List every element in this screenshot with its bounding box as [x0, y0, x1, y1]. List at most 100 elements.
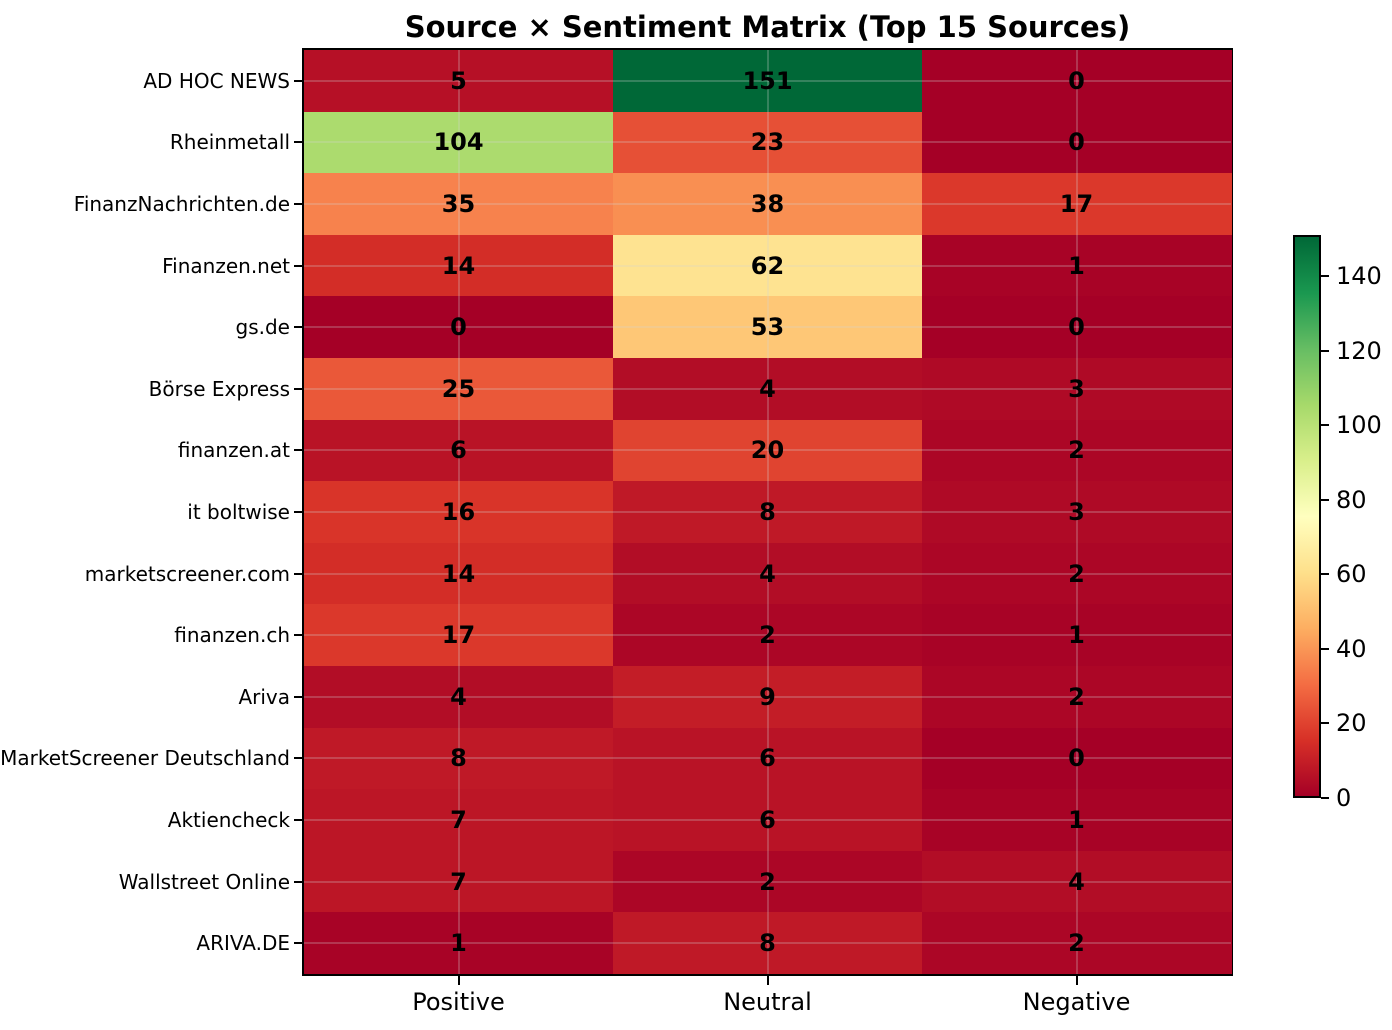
- y-tick-mark: [294, 634, 302, 637]
- heatmap-cell: [922, 111, 1232, 174]
- heatmap-cell: [613, 296, 923, 359]
- cell-value: 1: [1068, 806, 1085, 834]
- heatmap-cell: [613, 50, 923, 113]
- heatmap-cell: [922, 419, 1232, 482]
- cell-value: 53: [750, 313, 785, 342]
- cell-value: 6: [759, 744, 776, 773]
- y-tick-mark: [294, 79, 302, 82]
- colorbar-tick-mark: [1321, 573, 1329, 576]
- y-tick-mark: [294, 326, 302, 329]
- y-tick-mark: [294, 449, 302, 452]
- x-tick-mark: [457, 976, 460, 985]
- heatmap-cell: [304, 850, 614, 913]
- cell-value: 62: [750, 251, 785, 280]
- y-tick-label: finanzen.at: [177, 438, 290, 463]
- colorbar-tick-label: 0: [1336, 784, 1352, 812]
- gridline: [304, 942, 1231, 945]
- y-tick-label: ARIVA.DE: [196, 931, 290, 956]
- gridline: [304, 819, 1231, 821]
- heatmap-plot: 5 151 0 104 23 0 35 38 17 14 62 1 0 53 0 25 4 3 6 20 2 16 8 3 14…: [302, 48, 1233, 976]
- cell-value: 17: [441, 621, 476, 650]
- gridline: [457, 50, 460, 974]
- gridline: [1075, 50, 1078, 974]
- cell-value: 17: [1059, 190, 1094, 218]
- x-tick-mark: [766, 976, 769, 985]
- y-tick-mark: [294, 757, 302, 760]
- gridline: [304, 326, 1231, 329]
- heatmap-cell: [922, 789, 1232, 852]
- heatmap-cell: [613, 604, 923, 667]
- y-tick-mark: [294, 880, 302, 883]
- y-tick-mark: [294, 942, 302, 945]
- cell-value: 1: [450, 929, 467, 958]
- gridline: [304, 387, 1231, 390]
- heatmap-cells: 5 151 0 104 23 0 35 38 17 14 62 1 0 53 0 25 4 3 6 20 2 16 8 3 14…: [304, 50, 1232, 975]
- cell-value: 23: [750, 128, 785, 157]
- y-tick-label: Finanzen.net: [162, 253, 290, 278]
- gridline: [304, 141, 1231, 144]
- cell-value: 8: [759, 498, 776, 526]
- heatmap-cell: [304, 912, 614, 975]
- cell-value: 4: [1068, 867, 1085, 896]
- cell-value: 151: [742, 66, 793, 95]
- x-tick-label: Neutral: [723, 988, 812, 1016]
- heatmap-cell: [613, 727, 923, 790]
- colorbar-tick-mark: [1321, 498, 1329, 501]
- heatmap-cell: [922, 850, 1232, 913]
- heatmap-cell: [922, 604, 1232, 667]
- cell-value: 2: [759, 867, 776, 896]
- colorbar-tick-label: 60: [1336, 560, 1367, 589]
- gridline: [304, 79, 1231, 82]
- cell-value: 6: [759, 806, 776, 834]
- cell-value: 0: [1068, 313, 1085, 342]
- heatmap-cell: [304, 296, 614, 359]
- heatmap-cell: [304, 50, 614, 113]
- cell-value: 2: [759, 621, 776, 650]
- cell-value: 7: [450, 806, 467, 834]
- cell-value: 2: [1068, 682, 1085, 711]
- cell-value: 4: [759, 374, 776, 403]
- heatmap-cell: [304, 604, 614, 667]
- heatmap-cell: [304, 542, 614, 605]
- cell-value: 3: [1068, 374, 1085, 403]
- gridline: [304, 695, 1231, 698]
- y-tick-mark: [294, 819, 302, 821]
- cell-value: 0: [1068, 66, 1085, 95]
- cell-value: 9: [759, 682, 776, 711]
- y-tick-label: Ariva: [238, 684, 290, 709]
- colorbar-tick-label: 20: [1336, 709, 1367, 738]
- cell-value: 104: [433, 128, 484, 157]
- cell-value: 6: [450, 436, 467, 465]
- colorbar-tick-label: 120: [1336, 336, 1382, 365]
- heatmap-cell: [922, 727, 1232, 790]
- y-tick-mark: [294, 695, 302, 698]
- gridline: [304, 511, 1231, 513]
- heatmap-cell: [304, 234, 614, 297]
- x-tick-label: Positive: [412, 988, 505, 1016]
- x-tick-label: Negative: [1022, 988, 1131, 1016]
- colorbar-tick-mark: [1321, 647, 1329, 650]
- heatmap-cell: [304, 789, 614, 852]
- heatmap-cell: [613, 111, 923, 174]
- cell-value: 2: [1068, 559, 1085, 588]
- y-tick-label: Wallstreet Online: [118, 869, 290, 894]
- heatmap-cell: [304, 173, 614, 236]
- cell-value: 3: [1068, 498, 1085, 526]
- heatmap-cell: [304, 666, 614, 729]
- cell-value: 14: [441, 559, 476, 588]
- y-tick-label: it boltwise: [187, 500, 290, 524]
- gridline: [304, 203, 1231, 205]
- colorbar-tick-label: 80: [1336, 485, 1367, 514]
- heatmap-cell: [613, 912, 923, 975]
- gridline: [304, 449, 1231, 452]
- colorbar-tick-label: 40: [1336, 634, 1367, 663]
- heatmap-cell: [922, 666, 1232, 729]
- heatmap-cell: [304, 111, 614, 174]
- colorbar-tick-mark: [1321, 424, 1329, 427]
- heatmap-cell: [304, 419, 614, 482]
- colorbar-tick-mark: [1321, 275, 1329, 277]
- y-tick-label: marketscreener.com: [84, 561, 290, 586]
- heatmap-cell: [613, 173, 923, 236]
- heatmap-cell: [922, 234, 1232, 297]
- heatmap-cell: [613, 850, 923, 913]
